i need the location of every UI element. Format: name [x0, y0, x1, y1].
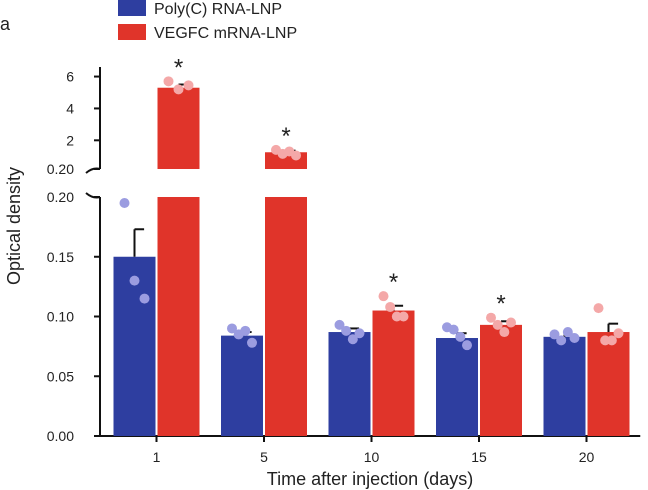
error-bars	[133, 83, 619, 339]
y-lower-tick-label: 0.00	[47, 428, 74, 444]
data-point	[247, 337, 257, 348]
x-tick-label: 15	[471, 449, 487, 465]
data-point	[173, 84, 184, 95]
data-point	[139, 293, 150, 304]
data-point	[556, 335, 567, 346]
legend-label-poly-c: Poly(C) RNA-LNP	[154, 1, 282, 18]
tick-labels: 0.00 0.05 0.10 0.15 0.20 0.20 2 4 6 1 * 5 * 10 * 15 * 20	[47, 54, 595, 465]
x-axis-title: Time after injection (days)	[267, 469, 473, 489]
bar	[543, 336, 586, 436]
data-point	[549, 329, 560, 340]
legend: Poly(C) RNA-LNP VEGFC mRNA-LNP	[118, 0, 297, 42]
x-tick-label: 10	[364, 449, 380, 465]
data-point	[499, 327, 510, 338]
y-lower-tick-label: 0.10	[47, 309, 74, 325]
legend-swatch-poly-c	[118, 0, 146, 16]
significance-marker: *	[281, 123, 290, 150]
y-upper-tick-label: 0.20	[47, 161, 74, 177]
bar-upper-part	[157, 87, 200, 169]
x-tick-label: 5	[260, 449, 268, 465]
bar	[221, 335, 263, 436]
data-point	[163, 76, 174, 87]
data-point	[129, 275, 140, 286]
bar	[587, 332, 630, 436]
legend-label-vegfc: VEGFC mRNA-LNP	[154, 25, 297, 42]
data-point	[593, 303, 604, 314]
data-points	[119, 76, 624, 351]
data-point	[385, 301, 396, 312]
y-upper-tick-label: 4	[66, 100, 74, 116]
x-tick-label: 20	[579, 449, 595, 465]
data-point	[291, 150, 301, 161]
data-point	[462, 340, 472, 351]
significance-marker: *	[174, 54, 183, 81]
bar	[372, 310, 415, 436]
data-point	[398, 311, 409, 322]
data-point	[492, 319, 503, 330]
bars	[113, 87, 630, 436]
data-point	[354, 328, 365, 339]
bar	[328, 332, 371, 436]
data-point	[334, 319, 345, 330]
data-point	[569, 333, 580, 344]
panel-label: a	[0, 14, 11, 34]
significance-marker: *	[389, 269, 398, 296]
x-tick-label: 1	[153, 449, 161, 465]
data-point	[341, 325, 352, 336]
data-point	[378, 291, 389, 302]
y-lower-tick-label: 0.20	[47, 189, 74, 205]
data-point	[506, 317, 516, 328]
data-point	[613, 328, 624, 339]
y-lower-tick-label: 0.05	[47, 368, 74, 384]
data-point	[347, 334, 358, 345]
legend-swatch-vegfc	[118, 24, 146, 40]
y-upper-tick-label: 2	[66, 132, 74, 148]
data-point	[183, 80, 194, 91]
y-upper-tick-label: 6	[66, 69, 74, 85]
data-point	[606, 335, 617, 346]
y-axis-title: Optical density	[4, 167, 24, 285]
bar-lower-part	[157, 197, 200, 436]
data-point	[240, 325, 251, 336]
data-point	[562, 327, 573, 338]
y-lower-tick-label: 0.15	[47, 249, 74, 265]
bar	[480, 324, 522, 436]
bar	[113, 256, 156, 436]
significance-marker: *	[496, 291, 505, 318]
data-point	[227, 323, 237, 334]
bar	[436, 338, 478, 436]
data-point	[455, 331, 466, 342]
bar-lower-part	[265, 197, 307, 436]
data-point	[448, 324, 459, 335]
data-point	[486, 312, 496, 323]
data-point	[119, 197, 130, 208]
